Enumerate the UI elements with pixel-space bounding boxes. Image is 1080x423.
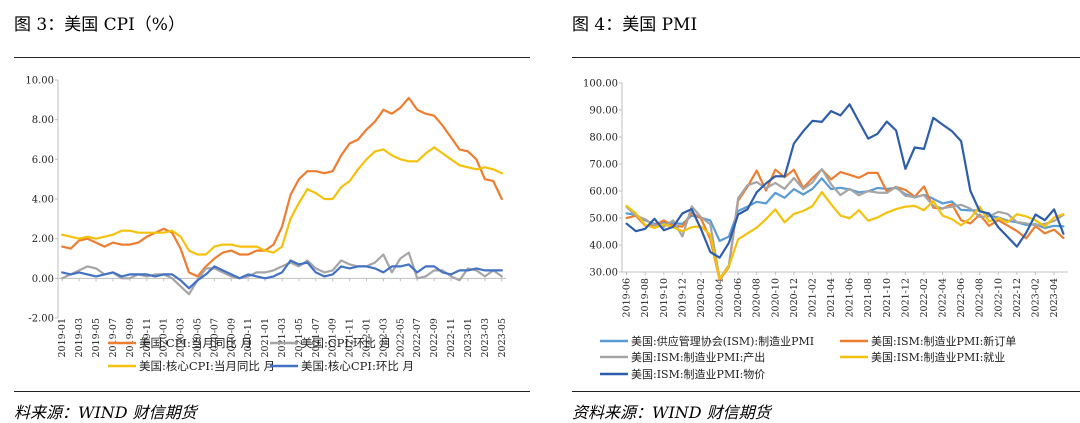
cpi-x-tick-label: 2022-07 <box>412 318 423 357</box>
pmi-x-tick-label: 2019-06 <box>622 278 633 317</box>
pmi-top-rule <box>572 57 1080 58</box>
cpi-x-tick-label: 2022-09 <box>429 318 440 357</box>
cpi-y-tick-label: 4.00 <box>32 195 54 206</box>
pmi-legend-label: 美国:ISM:制造业PMI:产出 <box>631 350 765 364</box>
pmi-y-tick-label: 60.00 <box>589 187 618 198</box>
pmi-x-tick-label: 2019-10 <box>659 278 670 317</box>
cpi-x-tick-label: 2020-11 <box>243 318 254 357</box>
cpi-x-tick-label: 2019-09 <box>125 318 136 357</box>
cpi-x-tick-label: 2021-11 <box>345 318 356 357</box>
pmi-series-line-a5a5a5 <box>625 168 1065 280</box>
cpi-y-tick-label: 10.00 <box>25 76 54 87</box>
cpi-series-line-ed7d31 <box>61 96 503 278</box>
cpi-legend-label: 美国:CPI:环比 月 <box>301 336 391 350</box>
pmi-x-tick-label: 2023-02 <box>1030 278 1041 317</box>
pmi-panel: 图 4：美国 PMI 30.00 40.00 50.00 60.00 70.00 80.0… <box>558 0 1080 423</box>
cpi-x-tick-label: 2021-07 <box>311 318 322 357</box>
cpi-x-tick-label: 2019-01 <box>57 318 68 357</box>
cpi-bottom-rule <box>14 391 530 392</box>
cpi-figure-title: 图 3：美国 CPI（%） <box>14 15 185 35</box>
pmi-x-tick-label: 2020-10 <box>770 278 781 317</box>
pmi-x-tick-label: 2022-06 <box>956 278 967 317</box>
cpi-x-tick-label: 2020-05 <box>192 318 203 357</box>
cpi-line-chart: -2.00 0.00 2.00 4.00 6.00 8.00 10.00 2019-01 201… <box>25 76 508 374</box>
pmi-y-tick-label: 30.00 <box>589 268 618 279</box>
pmi-x-tick-label: 2020-02 <box>696 278 707 317</box>
cpi-x-tick-label: 2020-09 <box>226 318 237 357</box>
pmi-x-tick-label: 2020-12 <box>789 278 800 317</box>
pmi-y-tick-label: 70.00 <box>589 160 618 171</box>
pmi-x-tick-label: 2021-04 <box>826 278 837 317</box>
cpi-x-tick-label: 2019-05 <box>91 318 102 357</box>
cpi-top-rule <box>14 57 530 58</box>
pmi-y-tick-label: 100.00 <box>583 79 618 90</box>
cpi-x-tick-label: 2021-05 <box>294 318 305 357</box>
cpi-y-tick-label: 2.00 <box>32 234 54 245</box>
pmi-x-tick-label: 2022-02 <box>919 278 930 317</box>
cpi-x-tick-label: 2021-09 <box>328 318 339 357</box>
cpi-x-tick-label: 2022-11 <box>446 318 457 357</box>
pmi-legend-label: 美国:ISM:制造业PMI:新订单 <box>871 334 1016 348</box>
cpi-x-tick-label: 2022-05 <box>395 318 406 357</box>
pmi-x-tick-label: 2021-02 <box>807 278 818 317</box>
cpi-source-note: 料来源：WIND 财信期货 <box>14 403 197 422</box>
pmi-x-tick-label: 2022-04 <box>938 278 949 317</box>
pmi-y-tick-label: 40.00 <box>589 241 618 252</box>
cpi-legend-label: 美国:核心CPI:环比 月 <box>301 359 414 373</box>
pmi-source-note: 资料来源：WIND 财信期货 <box>572 403 771 422</box>
pmi-y-tick-label: 80.00 <box>589 133 618 144</box>
cpi-x-tick-label: 2019-03 <box>74 318 85 357</box>
cpi-legend-label: 美国:核心CPI:当月同比 月 <box>139 359 275 373</box>
cpi-x-tick-label: 2023-05 <box>497 318 508 357</box>
cpi-series-line-f4c20d <box>61 146 503 256</box>
pmi-series-line-ed7d31 <box>625 168 1065 281</box>
pmi-x-tick-label: 2021-10 <box>882 278 893 317</box>
pmi-line-chart: 30.00 40.00 50.00 60.00 70.00 80.00 90.00 100.0… <box>583 79 1068 381</box>
pmi-x-tick-label: 2019-08 <box>640 278 651 317</box>
pmi-figure-title: 图 4：美国 PMI <box>572 15 698 35</box>
pmi-bottom-rule <box>572 391 1080 392</box>
pmi-x-tick-label: 2019-12 <box>677 278 688 317</box>
pmi-x-tick-label: 2020-06 <box>733 278 744 317</box>
cpi-x-tick-label: 2020-03 <box>176 318 187 357</box>
cpi-x-tick-label: 2019-07 <box>108 318 119 357</box>
pmi-x-tick-label: 2021-08 <box>863 278 874 317</box>
pmi-x-tick-label: 2020-04 <box>715 278 726 317</box>
cpi-x-tick-label: 2020-01 <box>159 318 170 357</box>
cpi-x-tick-label: 2023-01 <box>463 318 474 357</box>
pmi-x-tick-label: 2020-08 <box>752 278 763 317</box>
pmi-x-tick-label: 2021-12 <box>900 278 911 317</box>
pmi-y-tick-label: 90.00 <box>589 106 618 117</box>
pmi-y-tick-label: 50.00 <box>589 214 618 225</box>
cpi-y-tick-label: 0.00 <box>32 274 54 285</box>
pmi-x-tick-label: 2023-04 <box>1049 278 1060 317</box>
pmi-legend-label: 美国:ISM:制造业PMI:就业 <box>871 350 1005 364</box>
cpi-x-tick-label: 2020-07 <box>209 318 220 357</box>
cpi-x-tick-label: 2021-01 <box>260 318 271 357</box>
cpi-x-tick-label: 2021-03 <box>277 318 288 357</box>
pmi-x-tick-label: 2021-06 <box>845 278 856 317</box>
cpi-y-tick-label: 6.00 <box>32 155 54 166</box>
cpi-y-tick-label: 8.00 <box>32 115 54 126</box>
cpi-series-line-4472c4 <box>61 259 503 290</box>
cpi-y-tick-label: -2.00 <box>28 314 54 325</box>
pmi-x-tick-label: 2022-12 <box>1012 278 1023 317</box>
cpi-series-line-a5a5a5 <box>61 251 503 296</box>
cpi-panel: 图 3：美国 CPI（%） -2.00 0.00 2.00 4.00 6.00 8.00 1… <box>0 0 530 423</box>
cpi-x-tick-label: 2019-11 <box>142 318 153 357</box>
cpi-x-tick-label: 2022-01 <box>362 318 373 357</box>
cpi-x-tick-label: 2022-03 <box>378 318 389 357</box>
pmi-x-tick-label: 2022-08 <box>975 278 986 317</box>
pmi-series-line-2e5eaa <box>625 103 1065 259</box>
cpi-x-tick-label: 2023-03 <box>480 318 491 357</box>
pmi-legend-label: 美国:供应管理协会(ISM):制造业PMI <box>631 334 814 348</box>
pmi-series-line-f4c20d <box>625 191 1065 280</box>
cpi-legend-label: 美国:CPI:当月同比 月 <box>139 336 252 350</box>
pmi-legend-label: 美国:ISM:制造业PMI:物价 <box>631 367 765 381</box>
pmi-x-tick-label: 2022-10 <box>993 278 1004 317</box>
